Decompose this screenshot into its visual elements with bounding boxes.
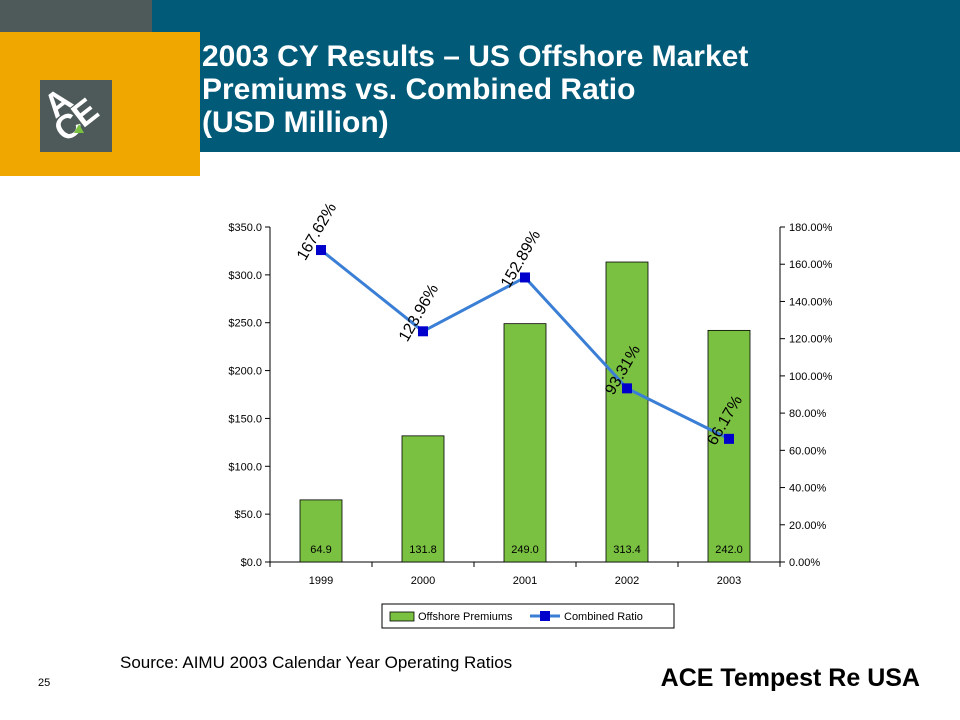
ace-logo: A C E — [37, 80, 112, 152]
bar-data-label: 64.9 — [310, 544, 331, 556]
x-tick-label: 2001 — [513, 575, 537, 587]
y-left-tick-label: $300.0 — [228, 270, 262, 282]
line-marker — [724, 433, 734, 444]
line-marker — [622, 383, 632, 394]
page-number: 25 — [38, 677, 51, 689]
bar-data-label: 131.8 — [409, 544, 437, 556]
y-right-tick-label: 60.00% — [789, 445, 827, 457]
y-left-tick-label: $150.0 — [228, 413, 262, 425]
y-right-tick-label: 100.00% — [789, 371, 833, 383]
slide-title: 2003 CY Results – US Offshore Market Pre… — [202, 40, 942, 139]
y-left-tick-label: $50.0 — [234, 509, 262, 521]
y-right-tick-label: 0.00% — [789, 557, 820, 569]
line-marker — [316, 245, 326, 256]
y-right-tick-label: 180.00% — [789, 222, 833, 234]
y-left-tick-label: $250.0 — [228, 318, 262, 330]
y-right-tick-label: 40.00% — [789, 483, 827, 495]
y-right-tick-label: 120.00% — [789, 334, 833, 346]
legend-label-premiums: Offshore Premiums — [418, 611, 513, 623]
title-line-1: 2003 CY Results – US Offshore Market — [202, 40, 749, 73]
bar-data-label: 313.4 — [613, 544, 641, 556]
bar-offshore-premiums — [503, 323, 547, 563]
y-left-tick-label: $350.0 — [228, 222, 262, 234]
legend-swatch-bar — [389, 611, 415, 622]
y-left-tick-label: $200.0 — [228, 366, 262, 378]
x-tick-label: 2003 — [717, 575, 741, 587]
bar-data-label: 242.0 — [715, 544, 743, 556]
bar-offshore-premiums — [401, 435, 445, 563]
header-band — [152, 0, 960, 152]
logo-triangle-icon — [74, 124, 84, 133]
y-left-tick-label: $0.0 — [241, 557, 262, 569]
bar-offshore-premiums — [299, 499, 343, 563]
source-note: Source: AIMU 2003 Calendar Year Operatin… — [120, 653, 513, 672]
bar-data-label: 249.0 — [511, 544, 539, 556]
header-dark-block — [0, 0, 152, 32]
legend-swatch-marker — [540, 611, 550, 621]
brand-name: ACE Tempest Re USA — [660, 664, 920, 692]
y-right-tick-label: 20.00% — [789, 520, 827, 532]
y-right-tick-label: 160.00% — [789, 259, 833, 271]
line-marker — [418, 326, 428, 337]
legend-label-ratio: Combined Ratio — [564, 611, 643, 623]
legend-box — [381, 603, 675, 629]
bar-offshore-premiums — [707, 329, 751, 563]
bar-offshore-premiums — [605, 261, 649, 563]
x-tick-label: 2002 — [615, 575, 639, 587]
y-right-tick-label: 80.00% — [789, 408, 827, 420]
title-line-3: (USD Million) — [202, 106, 389, 139]
y-left-tick-label: $100.0 — [228, 461, 262, 473]
x-tick-label: 1999 — [309, 575, 333, 587]
line-marker — [520, 272, 530, 283]
x-tick-label: 2000 — [411, 575, 435, 587]
title-line-2: Premiums vs. Combined Ratio — [202, 73, 636, 106]
y-right-tick-label: 140.00% — [789, 296, 833, 308]
